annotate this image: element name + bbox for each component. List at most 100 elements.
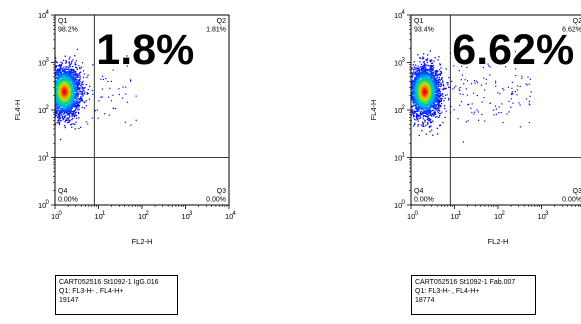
event-dot xyxy=(417,54,419,56)
event-dot xyxy=(65,120,67,122)
event-dot xyxy=(430,100,432,103)
event-dot xyxy=(73,91,75,94)
event-dot xyxy=(428,78,431,80)
event-dot xyxy=(422,125,424,127)
event-dot xyxy=(438,112,441,115)
event-dot xyxy=(61,72,63,74)
event-dot xyxy=(69,85,72,88)
event-dot xyxy=(439,93,442,95)
event-dot xyxy=(409,82,410,83)
event-dot xyxy=(61,75,63,77)
event-dot xyxy=(67,111,69,113)
event-dot xyxy=(56,97,58,100)
event-dot xyxy=(57,113,59,116)
event-dot xyxy=(77,95,79,97)
event-dot xyxy=(69,77,71,80)
event-dot xyxy=(61,88,64,90)
event-dot xyxy=(64,96,67,98)
event-dot xyxy=(419,116,421,118)
event-dot xyxy=(433,77,435,79)
event-dot xyxy=(431,109,433,111)
event-dot xyxy=(411,83,413,85)
event-dot xyxy=(126,65,129,67)
event-dot xyxy=(420,89,422,91)
event-dot xyxy=(423,87,425,89)
event-dot xyxy=(69,110,71,112)
event-dot xyxy=(57,83,59,85)
event-dot xyxy=(59,93,61,95)
event-dot xyxy=(79,99,81,101)
event-dot xyxy=(56,71,58,73)
event-dot xyxy=(430,70,432,72)
event-dot xyxy=(439,91,442,93)
event-dot xyxy=(55,72,57,74)
event-dot xyxy=(74,85,76,87)
event-dot xyxy=(63,80,65,82)
event-dot xyxy=(63,103,66,105)
event-dot xyxy=(47,87,48,88)
event-dot xyxy=(56,85,58,87)
event-dot xyxy=(53,90,54,91)
event-dot xyxy=(405,111,406,112)
event-dot xyxy=(444,116,446,119)
event-dot xyxy=(428,110,430,113)
event-dot xyxy=(407,79,408,80)
event-dot xyxy=(433,82,436,84)
event-dot xyxy=(73,105,75,107)
event-dot xyxy=(70,107,72,109)
event-dot xyxy=(53,78,54,79)
event-dot xyxy=(434,97,436,100)
event-dot xyxy=(83,89,85,92)
event-dot xyxy=(414,112,416,114)
event-dot xyxy=(74,100,76,102)
event-dot xyxy=(421,66,423,68)
event-dot xyxy=(74,84,76,86)
event-dot xyxy=(423,72,426,74)
event-dot xyxy=(57,96,59,98)
event-dot xyxy=(425,64,428,66)
event-dot xyxy=(74,112,76,115)
event-dot xyxy=(420,117,422,119)
event-dot xyxy=(424,110,426,112)
event-dot xyxy=(61,81,63,84)
event-dot xyxy=(72,71,75,73)
event-dot xyxy=(75,93,77,96)
event-dot xyxy=(413,97,415,99)
event-dot xyxy=(426,110,428,112)
event-dot xyxy=(49,105,50,106)
event-dot xyxy=(126,101,128,103)
event-dot xyxy=(59,122,61,124)
event-dot xyxy=(76,98,78,101)
event-dot xyxy=(56,92,58,95)
event-dot xyxy=(73,77,75,79)
event-dot xyxy=(59,113,61,115)
event-dot xyxy=(417,75,419,77)
event-dot xyxy=(65,85,67,87)
event-dot xyxy=(115,60,117,62)
event-dot xyxy=(419,89,421,91)
event-dot xyxy=(81,98,83,100)
event-dot xyxy=(53,97,54,98)
event-dot xyxy=(60,80,62,83)
event-dot xyxy=(411,67,413,69)
event-dot xyxy=(431,92,433,94)
event-dot xyxy=(53,88,54,89)
event-dot xyxy=(422,105,424,107)
event-dot xyxy=(101,88,103,90)
event-dot xyxy=(427,108,429,110)
event-dot xyxy=(62,75,64,77)
event-dot xyxy=(45,77,46,78)
event-dot xyxy=(53,83,54,84)
event-dot xyxy=(55,65,57,67)
event-dot xyxy=(411,92,413,94)
event-dot xyxy=(59,110,61,113)
event-dot xyxy=(58,75,60,77)
event-dot xyxy=(55,95,57,97)
event-dot xyxy=(427,58,429,60)
event-dot xyxy=(423,53,425,55)
event-dot xyxy=(400,88,401,89)
event-dot xyxy=(415,67,417,69)
event-dot xyxy=(67,102,69,104)
event-dot xyxy=(78,83,81,85)
event-dot xyxy=(409,106,410,107)
